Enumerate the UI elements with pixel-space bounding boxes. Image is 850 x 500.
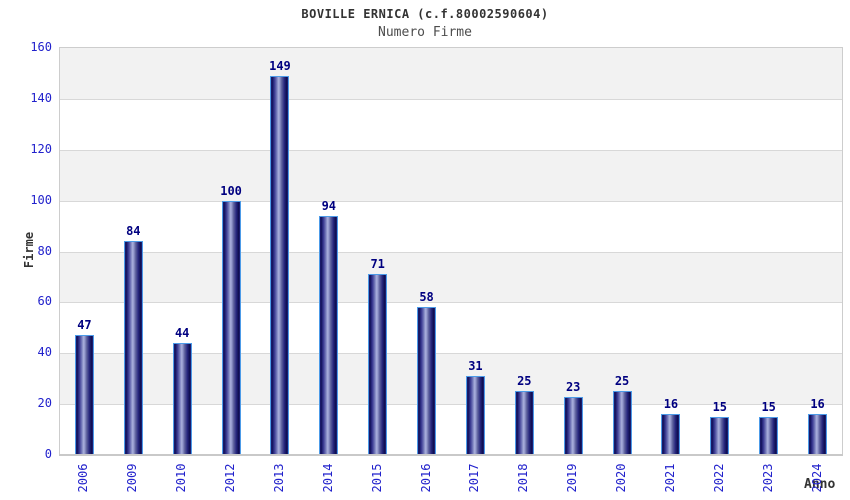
bar-value-label: 16 [663,397,679,412]
bar-2019 [563,396,583,455]
bar-value-label: 100 [220,183,242,198]
x-tick-label: 2021 [662,463,677,493]
gridline [60,353,842,355]
gridline [60,404,842,406]
x-tick-label: 2010 [174,463,189,493]
bar-2013 [270,75,290,455]
grid-band [60,251,842,303]
bar-value-label: 58 [419,290,434,305]
bar-value-label: 94 [321,198,337,213]
bar-value-label: 47 [77,318,92,333]
y-tick-label: 80 [37,243,52,258]
x-axis-line [59,454,843,456]
bar-value-label: 15 [712,399,728,414]
bar-value-label: 71 [370,257,385,272]
bar-2021 [661,414,681,455]
x-tick-label: 2013 [271,463,286,493]
grid-band [60,98,842,150]
grid-band [60,149,842,201]
bar-value-label: 44 [174,326,190,341]
bar-value-label: 25 [517,374,532,389]
x-tick-label: 2018 [516,463,531,493]
grid-band [60,200,842,252]
grid-band [60,48,842,99]
bar-2015 [368,274,388,455]
x-tick-label: 2009 [125,463,140,493]
gridline [60,200,842,202]
x-tick-label: 2014 [320,463,335,493]
y-tick-label: 140 [30,90,52,105]
gridline [60,302,842,304]
y-tick-label: 120 [30,141,52,156]
bar-2010 [172,343,192,455]
bar-2016 [417,307,437,455]
bar-2020 [612,391,632,455]
bar-2012 [221,200,241,455]
bar-2022 [710,416,730,455]
bar-value-label: 25 [614,374,630,389]
bar-value-label: 149 [269,58,291,73]
x-tick-label: 2017 [467,463,482,493]
y-tick-label: 60 [37,294,52,309]
x-tick-label: 2016 [418,463,433,493]
y-tick-label: 0 [44,447,52,461]
bar-2024 [808,414,828,455]
bar-2014 [319,215,339,455]
y-tick-label: 20 [37,396,52,411]
bar-2006 [74,335,94,455]
x-axis-title: Anno [804,477,836,492]
x-tick-label: 2015 [369,463,384,493]
x-tick-label: 2022 [711,463,726,493]
x-tick-label: 2006 [76,463,91,493]
bar-2009 [123,241,143,455]
bar-2018 [514,391,534,455]
chart-title: BOVILLE ERNICA (c.f.80002590604) [301,7,549,21]
bar-value-label: 31 [468,359,483,374]
y-tick-label: 100 [30,192,52,207]
gridline [60,251,842,253]
chart-subtitle: Numero Firme [378,25,472,40]
gridline [60,98,842,100]
bar-value-label: 16 [810,397,825,412]
bar-value-label: 23 [565,379,581,394]
bar-value-label: 84 [126,224,141,239]
bar-value-label: 15 [761,399,776,414]
x-tick-label: 2024 [809,463,824,493]
plot-area: 47 84 44 100 149 94 71 58 31 25 23 25 16 15 15 16 [59,47,843,455]
x-tick-label: 2023 [760,463,775,493]
y-tick-label: 160 [30,40,52,54]
bar-2023 [759,416,779,455]
x-tick-label: 2019 [565,463,580,493]
y-tick-label: 40 [37,345,52,360]
x-tick-label: 2020 [614,463,629,493]
gridline [60,149,842,151]
bar-2017 [465,376,485,455]
x-tick-label: 2012 [223,463,238,493]
